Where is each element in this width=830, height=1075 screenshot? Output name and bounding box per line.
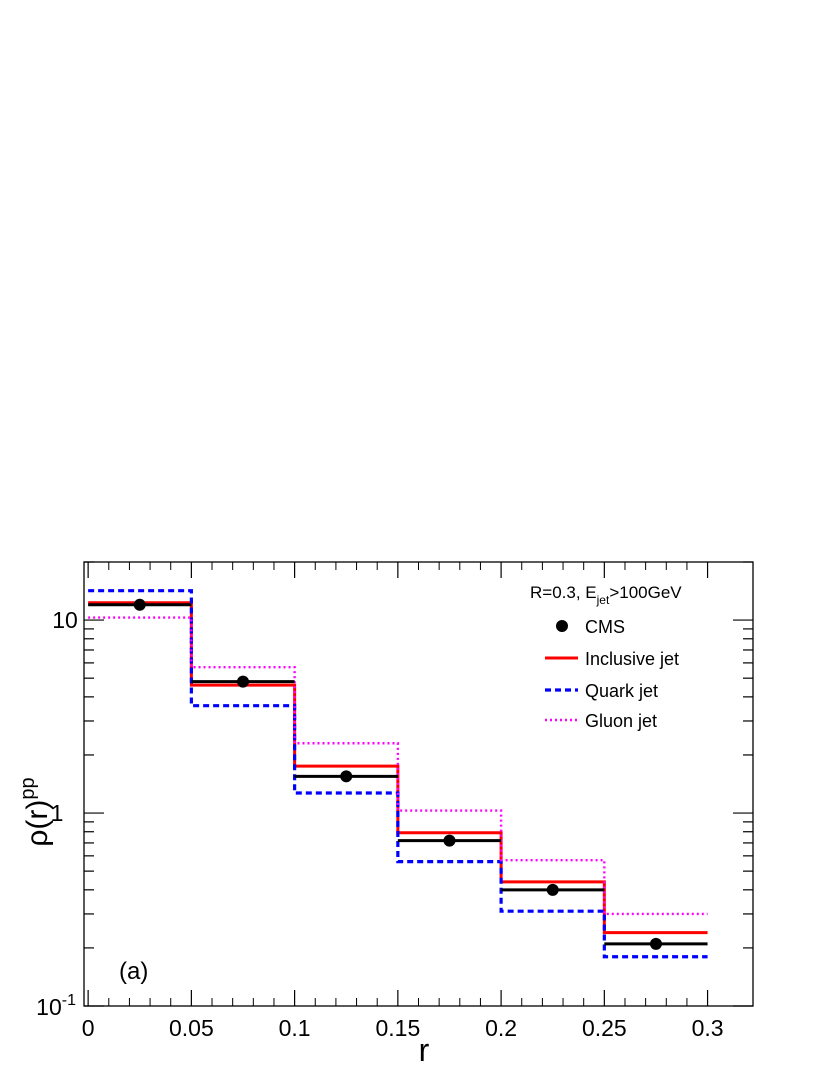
x-tick-label: 0 [82,1015,95,1041]
legend: R=0.3, Ejet>100GeV CMS Inclusive jet Quark … [530,583,682,731]
legend-label-cms: CMS [585,617,625,637]
x-tick-label: 0.15 [375,1015,420,1041]
series-line-quark [88,589,708,959]
y-axis-label-main: ρ(r) [21,800,54,847]
cms-data-point [236,675,249,688]
x-tick-label: 0.05 [169,1015,214,1041]
y-tick-label: 10 [52,607,78,633]
panel-label: (a) [119,958,148,985]
x-tick-label: 0.1 [279,1015,311,1041]
y-tick-label-exponent: -1 [62,992,76,1009]
x-tick-label: 0.2 [485,1015,517,1041]
y-axis-label: ρ(r)pp [17,777,54,846]
x-tick-label: 0.3 [692,1015,724,1041]
series-layer [88,589,708,959]
y-tick-label-base: 10 [36,994,62,1020]
cms-data-point [133,598,146,611]
legend-header-suffix: >100GeV [609,583,682,602]
legend-header: R=0.3, Ejet>100GeV [530,583,682,607]
y-tick-label: 1 [51,800,64,826]
cms-data-point [546,883,559,896]
x-tick-label: 0.25 [582,1015,627,1041]
y-axis-label-superscript: pp [17,777,39,799]
cms-data-point [649,937,662,950]
legend-label-quark: Quark jet [585,681,658,701]
legend-label-gluon: Gluon jet [585,711,657,731]
y-tick-label: 10-1 [36,992,76,1020]
cms-data-point [443,834,456,847]
cms-data-point [340,770,353,783]
legend-header-subscript: jet [596,593,610,607]
legend-header-prefix: R=0.3, E [530,583,597,602]
cms-data-layer [88,598,708,950]
legend-marker-cms [556,620,568,632]
legend-label-inclusive: Inclusive jet [585,649,679,669]
x-axis-label: r [419,1032,430,1068]
